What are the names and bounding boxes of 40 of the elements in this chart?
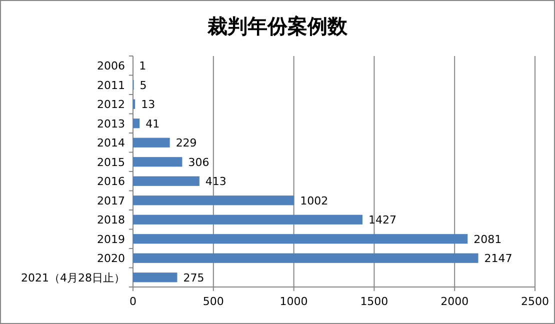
y-tick-label: 2019 xyxy=(97,232,125,246)
y-tick-label: 2011 xyxy=(97,78,125,92)
bar xyxy=(133,196,294,206)
bar xyxy=(133,253,478,263)
x-tick-label: 0 xyxy=(130,295,136,308)
x-tick-label: 1000 xyxy=(280,295,308,308)
y-tick-label: 2020 xyxy=(97,252,125,266)
y-tick-label: 2021（4月28日止） xyxy=(21,271,125,284)
x-tick-label: 500 xyxy=(202,295,224,308)
data-label: 1002 xyxy=(300,194,328,208)
data-label: 413 xyxy=(205,175,226,188)
y-tick-label: 2015 xyxy=(97,156,125,169)
data-label: 2081 xyxy=(474,232,502,246)
data-label: 5 xyxy=(140,78,147,92)
bar xyxy=(133,234,468,244)
data-label: 306 xyxy=(188,156,210,169)
data-label: 41 xyxy=(146,117,160,130)
data-label: 229 xyxy=(176,136,197,150)
y-tick-label: 2014 xyxy=(97,136,125,150)
bar xyxy=(133,118,140,128)
bar xyxy=(133,214,362,224)
data-label: 1427 xyxy=(368,214,396,227)
bar xyxy=(133,138,170,148)
data-label: 275 xyxy=(183,271,204,284)
x-tick-label: 2000 xyxy=(440,295,469,308)
bar xyxy=(133,157,182,167)
data-label: 2147 xyxy=(484,252,512,266)
y-tick-label: 2006 xyxy=(97,60,125,73)
data-label: 13 xyxy=(141,98,156,112)
y-tick-label: 2012 xyxy=(97,98,125,112)
y-tick-label: 2018 xyxy=(97,214,125,227)
data-label: 1 xyxy=(139,60,146,73)
chart-title: 裁判年份案例数 xyxy=(206,14,348,38)
y-tick-label: 2016 xyxy=(97,175,125,188)
x-tick-label: 1500 xyxy=(360,295,388,308)
bar xyxy=(133,272,178,282)
y-tick-label: 2017 xyxy=(97,194,125,208)
x-tick-label: 2500 xyxy=(521,295,549,308)
y-tick-label: 2013 xyxy=(97,117,125,130)
bar xyxy=(133,176,200,186)
